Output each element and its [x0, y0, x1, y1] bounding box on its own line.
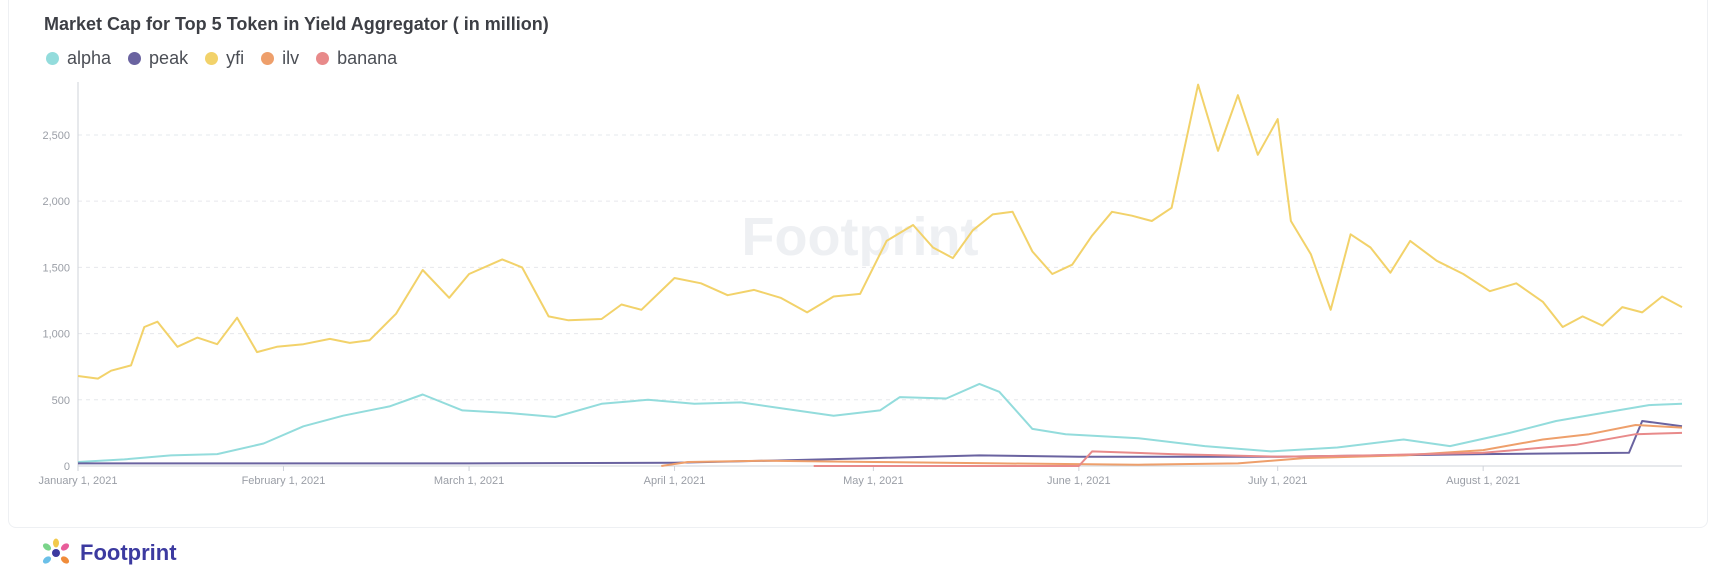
legend-label: yfi — [226, 48, 245, 68]
y-tick-label: 500 — [52, 395, 70, 407]
chart-title: Market Cap for Top 5 Token in Yield Aggr… — [44, 14, 549, 34]
legend-item-yfi[interactable]: yfi — [205, 48, 244, 69]
legend-item-banana[interactable]: banana — [316, 48, 397, 69]
series-line-yfi — [77, 83, 1683, 380]
x-tick-label: August 1, 2021 — [1446, 475, 1520, 487]
footer-logo-text: Footprint — [80, 540, 177, 565]
series-line-ilv — [661, 424, 1683, 467]
legend-dot — [261, 52, 275, 65]
legend-dot — [316, 52, 330, 65]
y-tick-label: 0 — [64, 461, 70, 473]
x-tick-label: January 1, 2021 — [39, 475, 118, 487]
chart-card — [8, 0, 1708, 528]
legend-label: banana — [337, 48, 398, 68]
legend-dot — [46, 52, 59, 65]
footprint-logo-icon — [42, 538, 70, 564]
footer-logo: Footprint — [38, 538, 177, 568]
legend-item-ilv[interactable]: ilv — [261, 48, 299, 69]
legend-label: ilv — [282, 48, 300, 68]
x-tick-label: May 1, 2021 — [843, 475, 904, 487]
x-tick-label: June 1, 2021 — [1047, 475, 1111, 487]
y-tick-label: 2,000 — [42, 196, 70, 208]
x-tick-label: April 1, 2021 — [644, 475, 706, 487]
line-chart: Footprint 0 500 1,000 1,500 2,000 2,500 January… — [39, 82, 1683, 487]
y-tick-label: 2,500 — [42, 130, 70, 142]
legend-item-alpha[interactable]: alpha — [46, 48, 111, 69]
series-line-banana — [813, 431, 1683, 467]
y-tick-label: 1,000 — [42, 329, 70, 341]
watermark: Footprint — [742, 207, 979, 267]
series-line-peak — [78, 420, 1683, 465]
legend-label: peak — [149, 48, 189, 68]
series-line-alpha — [77, 382, 1683, 463]
legend-item-peak[interactable]: peak — [128, 48, 188, 69]
legend-dot — [128, 52, 142, 65]
chart-legend: alpha peak yfi ilv banana — [46, 48, 414, 69]
legend-label: alpha — [67, 48, 112, 68]
x-tick-label: February 1, 2021 — [242, 475, 326, 487]
x-tick-label: July 1, 2021 — [1248, 475, 1307, 487]
x-tick-label: March 1, 2021 — [434, 475, 504, 487]
legend-dot — [205, 52, 219, 65]
y-tick-label: 1,500 — [42, 262, 70, 274]
